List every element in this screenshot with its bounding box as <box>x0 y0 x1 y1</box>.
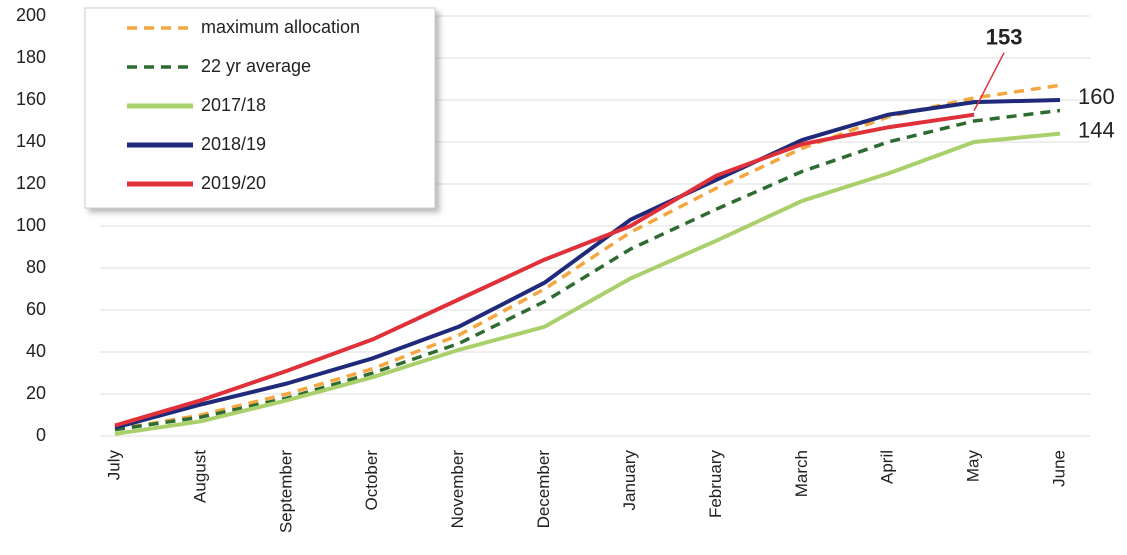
label-leader <box>973 52 1005 112</box>
x-tick-label: July <box>104 450 123 481</box>
x-tick-label: May <box>964 450 983 483</box>
y-tick-label: 20 <box>26 383 46 403</box>
legend-label: 22 yr average <box>201 56 311 76</box>
y-tick-label: 60 <box>26 299 46 319</box>
legend-label: maximum allocation <box>201 17 360 37</box>
data-label: 153 <box>986 25 1023 50</box>
x-tick-label: March <box>792 450 811 497</box>
legend-label: 2018/19 <box>201 134 266 154</box>
x-tick-label: September <box>276 450 295 533</box>
x-tick-label: November <box>448 450 467 529</box>
x-tick-label: October <box>362 450 381 511</box>
series-line <box>114 98 1061 430</box>
y-tick-label: 180 <box>16 47 46 67</box>
series-line <box>114 131 1061 436</box>
data-label: 160 <box>1078 84 1115 109</box>
data-label: 144 <box>1078 117 1115 142</box>
legend-label: 2019/20 <box>201 173 266 193</box>
x-tick-label: February <box>706 450 725 519</box>
x-tick-label: June <box>1049 450 1068 487</box>
series-line <box>114 108 1061 432</box>
y-tick-label: 200 <box>16 5 46 25</box>
series-line <box>114 112 975 428</box>
y-tick-label: 140 <box>16 131 46 151</box>
x-tick-label: December <box>534 450 553 529</box>
y-tick-label: 100 <box>16 215 46 235</box>
y-tick-label: 0 <box>36 425 46 445</box>
x-tick-label: April <box>878 450 897 484</box>
y-tick-label: 40 <box>26 341 46 361</box>
x-tick-label: August <box>190 450 209 503</box>
y-tick-label: 120 <box>16 173 46 193</box>
x-tick-label: January <box>620 450 639 511</box>
y-tick-label: 160 <box>16 89 46 109</box>
legend-label: 2017/18 <box>201 95 266 115</box>
y-tick-label: 80 <box>26 257 46 277</box>
